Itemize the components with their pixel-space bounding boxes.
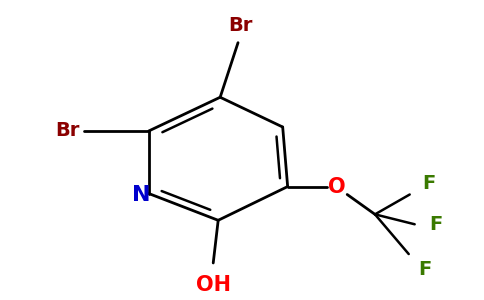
Text: Br: Br [228,16,252,35]
Text: O: O [329,177,346,196]
Text: OH: OH [196,275,231,295]
Text: F: F [419,260,432,279]
Text: F: F [430,215,443,234]
Text: F: F [423,174,436,193]
Text: Br: Br [55,122,79,140]
Text: N: N [132,185,150,206]
